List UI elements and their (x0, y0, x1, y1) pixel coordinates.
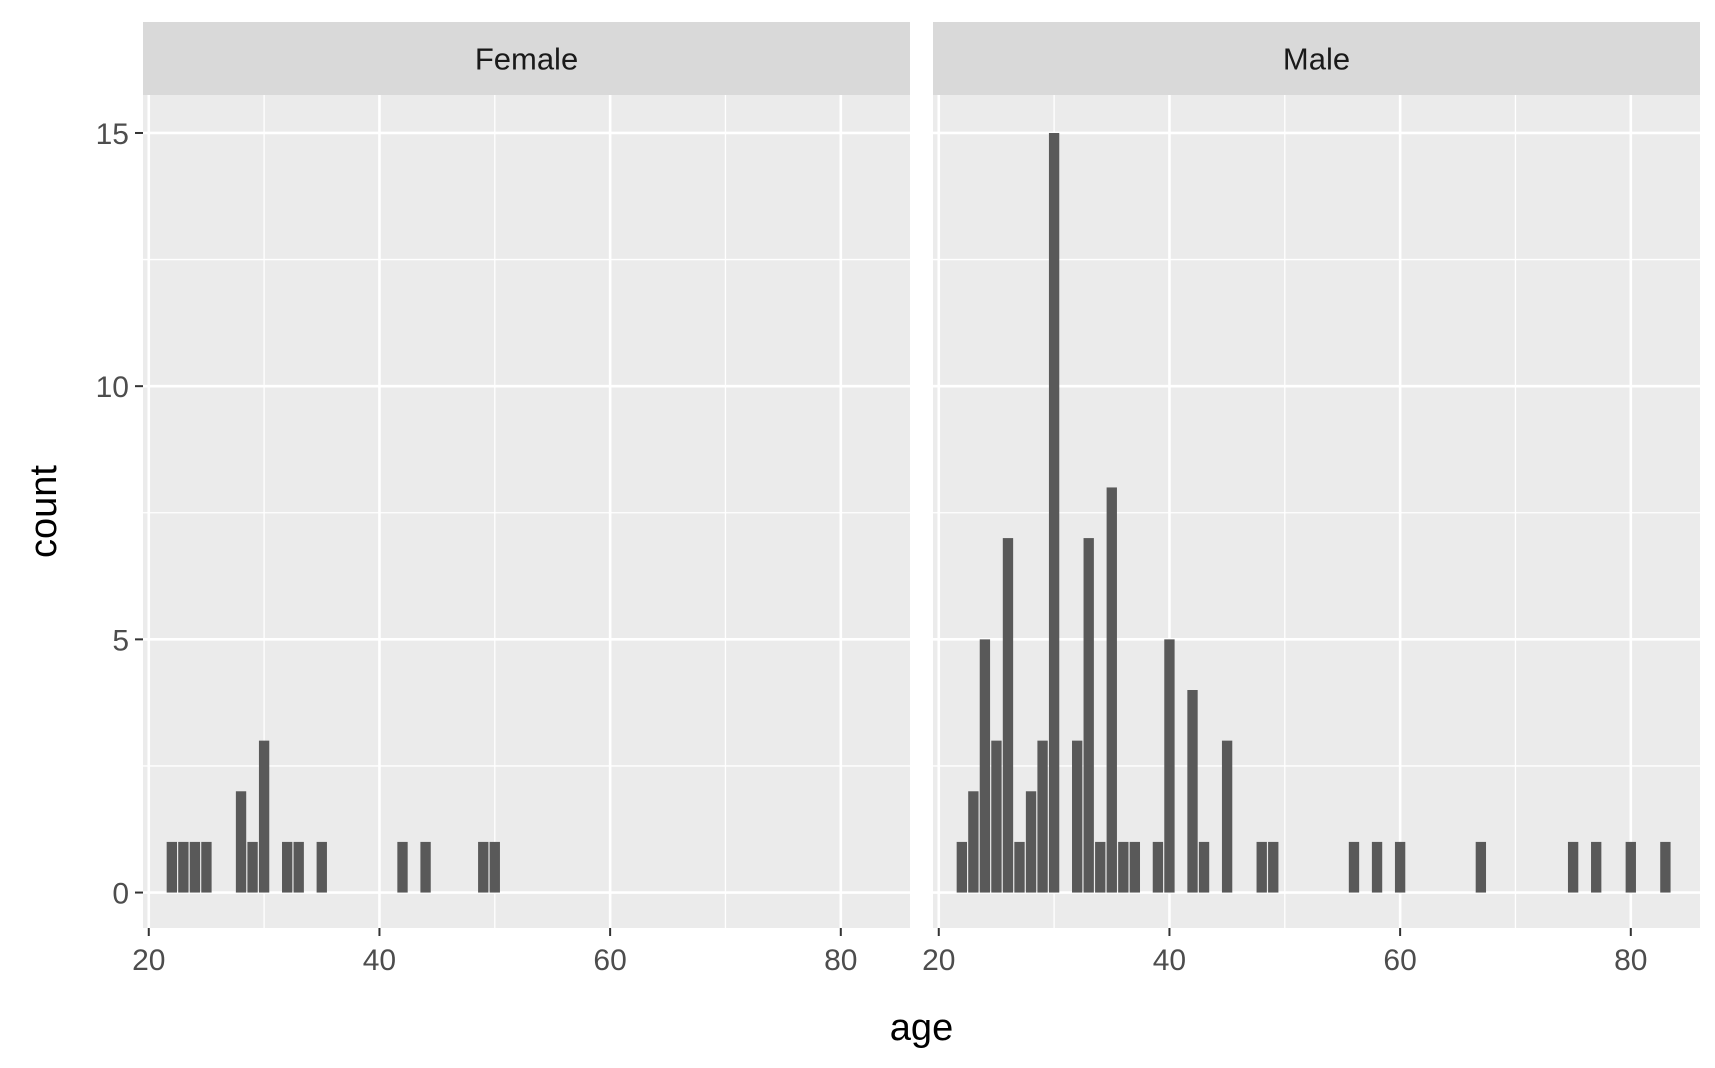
histogram-bar (316, 841, 327, 893)
histogram-bar (1164, 639, 1175, 893)
facet-male: Male 20 40 60 80 (922, 22, 1700, 977)
histogram-bar (968, 791, 979, 893)
histogram-bar (293, 841, 304, 893)
facet-strip-label: Male (1283, 42, 1350, 77)
histogram-bar (1083, 538, 1094, 893)
histogram-bar (1268, 841, 1279, 893)
histogram-bar (235, 791, 247, 893)
histogram-bar (258, 740, 270, 893)
y-tick-label: 5 (112, 624, 129, 657)
histogram-bar (991, 740, 1002, 893)
x-tick-label: 60 (593, 944, 626, 977)
x-tick-label: 20 (922, 944, 955, 977)
histogram-bar (1002, 538, 1014, 893)
histogram-bar (1256, 841, 1267, 893)
histogram-bar (1037, 740, 1048, 893)
histogram-bar (1567, 841, 1579, 893)
histogram-bar (1198, 841, 1210, 893)
x-tick-label: 20 (132, 944, 165, 977)
histogram-bar (420, 841, 431, 893)
histogram-bar (178, 841, 189, 893)
histogram-bar (1129, 841, 1141, 893)
histogram-bar (1072, 740, 1083, 893)
histogram-bar (397, 841, 408, 893)
x-tick-label: 80 (824, 944, 857, 977)
histogram-bar (1660, 841, 1671, 893)
histogram-bar (1152, 841, 1164, 893)
histogram-bar (1014, 841, 1025, 893)
y-axis-title: count (23, 465, 65, 558)
facet-panels: Female 20 40 60 80 Male 20 40 60 80 (132, 22, 1700, 977)
facet-strip (143, 22, 910, 95)
x-tick-label: 80 (1614, 944, 1647, 977)
facet-female: Female 20 40 60 80 (132, 22, 910, 977)
histogram-bar (166, 841, 178, 893)
histogram-bar (478, 841, 489, 893)
histogram-bar (1048, 132, 1060, 893)
histogram-bar (1118, 841, 1129, 893)
facet-strip-label: Female (475, 42, 578, 77)
histogram-bar (1625, 841, 1636, 893)
histogram-bar (1221, 740, 1233, 893)
histogram-bar (1095, 841, 1106, 893)
panel-background (143, 95, 910, 928)
panel-background (933, 95, 1700, 928)
histogram-bar (247, 841, 258, 893)
histogram-bar (1475, 841, 1487, 893)
facet-strip (933, 22, 1700, 95)
histogram-bar (1187, 690, 1198, 893)
histogram-bar (1591, 841, 1602, 893)
x-axis-title: age (890, 1007, 953, 1049)
histogram-bar (979, 639, 991, 893)
x-tick-label: 40 (363, 944, 396, 977)
histogram-bar (1348, 841, 1360, 893)
histogram-bar (189, 841, 201, 893)
histogram-bar (489, 841, 500, 893)
histogram-bar (201, 841, 212, 893)
x-tick-label: 40 (1153, 944, 1186, 977)
histogram-bar (1371, 841, 1383, 893)
histogram-bar (956, 841, 968, 893)
histogram-bar (1025, 791, 1037, 893)
y-axis: 0 5 10 15 (96, 118, 143, 911)
x-tick-label: 60 (1383, 944, 1416, 977)
histogram-bar (1394, 841, 1406, 893)
y-tick-label: 15 (96, 118, 129, 151)
y-tick-label: 0 (112, 878, 129, 911)
histogram-bar (1106, 487, 1117, 893)
y-tick-label: 10 (96, 371, 129, 404)
histogram-bar (282, 841, 293, 893)
